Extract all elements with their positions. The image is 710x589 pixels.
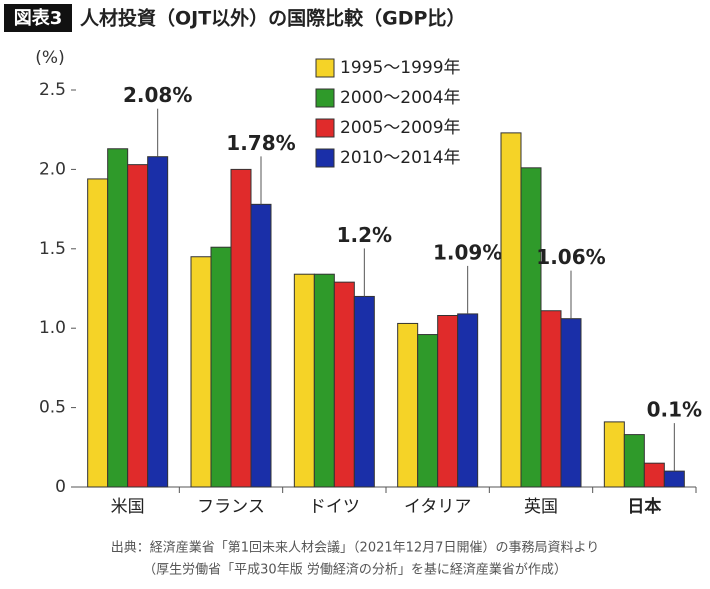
legend-label: 2000〜2004年 [340,88,461,108]
bar [437,314,459,488]
bar [397,322,419,488]
note: （厚生労働省「平成30年版 労働経済の分析」を基に経済産業省が作成） [143,562,567,578]
data-label: 2.08% [123,83,192,107]
bar [313,273,335,488]
y-tick-label: 2.5 [39,80,66,100]
bar [663,470,685,488]
bar [127,164,149,488]
chart-title: 人材投資（OJT以外）の国際比較（GDP比） [80,7,465,30]
x-tick-label: ドイツ [309,497,360,517]
bar [643,462,665,488]
legend-swatch [315,148,335,168]
legend-label: 1995〜1999年 [340,58,461,78]
data-label: 1.78% [226,131,295,155]
bar [560,318,582,488]
bar [540,310,562,488]
bar [107,148,129,488]
y-tick-label: 1.5 [39,239,66,259]
bar [190,256,212,488]
figure-label-box [4,4,72,32]
bar [87,178,109,488]
legend-label: 2010〜2014年 [340,148,461,168]
bar [353,295,375,488]
bar [623,434,645,488]
data-label: 1.2% [337,223,392,247]
bar [250,203,272,488]
note: 出典：経済産業省「第1回未来人材会議」（2021年12月7日開催）の事務局資料よ… [111,540,599,556]
figure-label: 図表3 [14,7,63,29]
x-tick-label: フランス [197,497,265,517]
x-tick-label: 日本 [627,496,661,517]
bar [230,168,252,488]
x-tick-label: 米国 [111,497,145,517]
bar [500,132,522,488]
legend-swatch [315,118,335,138]
legend-swatch [315,58,335,78]
bar [457,313,479,488]
y-axis-label: (%) [35,48,64,68]
y-tick-label: 0 [55,477,66,497]
data-label: 0.1% [647,398,702,422]
bar [210,246,232,488]
bar [147,156,169,488]
bar [333,281,355,488]
legend-label: 2005〜2009年 [340,118,461,138]
y-tick-label: 0.5 [39,398,66,418]
legend-swatch [315,88,335,108]
bar [293,273,315,488]
y-tick-label: 2.0 [39,159,66,179]
data-label: 1.09% [433,240,502,264]
x-tick-label: イタリア [404,497,471,517]
bar [520,167,542,488]
bar [417,334,439,488]
data-label: 1.06% [536,245,605,269]
bar [603,421,625,488]
y-tick-label: 1.0 [39,318,66,338]
x-tick-label: 英国 [524,497,558,517]
